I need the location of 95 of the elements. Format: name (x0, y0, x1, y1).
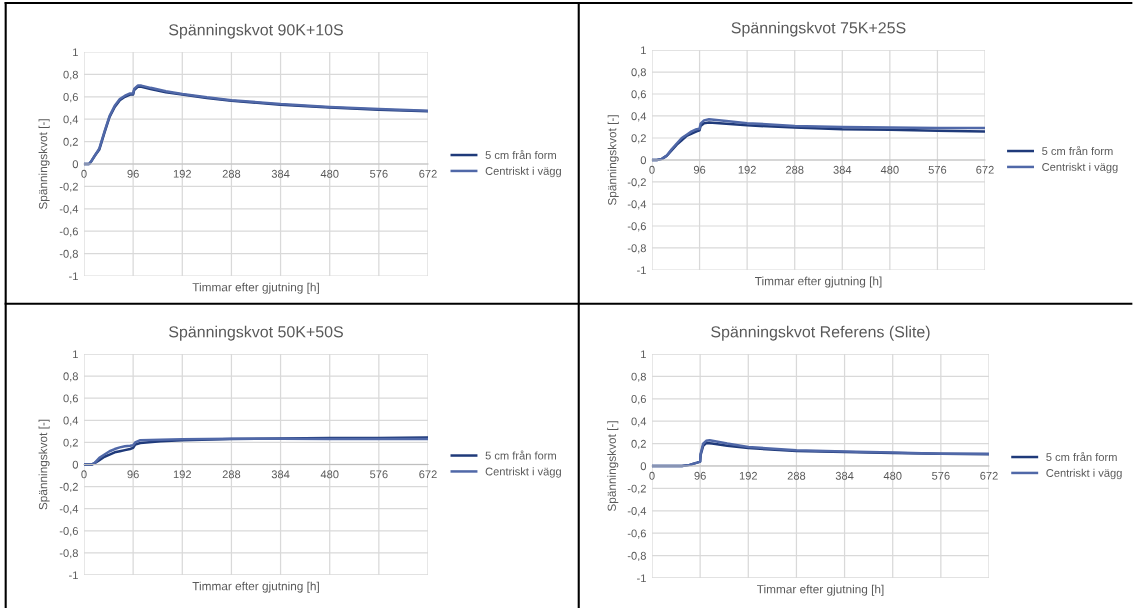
legend-label: Centriskt i vägg (485, 467, 561, 478)
y-tick-label: -1 (637, 266, 646, 275)
x-tick-label: 0 (649, 165, 655, 174)
y-tick-label: -0,8 (59, 549, 78, 559)
legend-label: 5 cm från form (1042, 145, 1113, 156)
x-tick-label: 96 (693, 165, 706, 174)
x-tick-label: 288 (786, 165, 804, 174)
legend-label: 5 cm från form (485, 450, 556, 460)
x-tick-label: 192 (173, 470, 191, 479)
x-tick-label: 96 (694, 471, 706, 480)
legend-label: 5 cm från form (1046, 451, 1117, 462)
y-tick-label: 1 (73, 48, 78, 57)
x-tick-label: 576 (370, 470, 388, 479)
x-tick-label: 192 (738, 165, 756, 174)
y-tick-label: -1 (637, 574, 646, 583)
x-tick-label: 96 (127, 470, 139, 479)
x-tick-label: 672 (419, 470, 437, 479)
x-tick-label: 576 (932, 471, 950, 480)
y-tick-label: 0 (640, 156, 647, 165)
y-tick-label: 0,6 (631, 395, 646, 405)
x-tick-label: 192 (173, 169, 191, 178)
x-tick-label: 0 (649, 471, 655, 480)
y-tick-label: 0,8 (63, 372, 78, 382)
x-tick-label: 480 (880, 165, 899, 174)
y-axis-title: Spänningskvot [-] (607, 421, 619, 512)
x-axis-title: Timmar efter gjutning [h] (757, 584, 884, 596)
chart-title: Spänningskvot 50K+50S (169, 325, 343, 341)
chart-title: Spänningskvot Referens (Slite) (711, 325, 930, 341)
y-tick-label: -0,4 (627, 507, 647, 517)
y-tick-label: 1 (73, 350, 78, 359)
chart-title: Spänningskvot 90K+10S (169, 23, 343, 39)
x-tick-label: 672 (976, 165, 994, 174)
y-tick-label: 0,8 (631, 372, 646, 382)
y-tick-label: -0,6 (627, 529, 646, 539)
x-tick-label: 288 (787, 471, 806, 480)
y-tick-label: -0,6 (59, 227, 78, 237)
x-tick-label: 0 (81, 470, 87, 479)
y-tick-label: 1 (641, 46, 646, 55)
y-tick-label: -1 (69, 272, 78, 281)
y-tick-label: 0,2 (63, 438, 78, 448)
y-tick-label: -0,8 (627, 551, 646, 562)
x-tick-label: 480 (320, 470, 339, 479)
y-tick-label: 1 (641, 350, 646, 359)
x-tick-label: 480 (320, 169, 339, 178)
y-axis-title: Spänningskvot [-] (38, 419, 50, 510)
x-tick-label: 576 (370, 169, 388, 178)
legend-label: 5 cm från form (485, 149, 556, 160)
y-tick-label: -0,2 (59, 182, 78, 192)
x-axis-title: Timmar efter gjutning [h] (192, 282, 319, 294)
x-tick-label: 0 (81, 169, 87, 178)
x-axis-title: Timmar efter gjutning [h] (755, 276, 882, 288)
y-tick-label: 0,2 (631, 134, 646, 144)
y-tick-label: -0,2 (627, 484, 646, 494)
y-tick-label: -0,2 (59, 482, 78, 493)
y-tick-label: -0,4 (59, 205, 79, 215)
x-axis-title: Timmar efter gjutning [h] (192, 581, 319, 593)
x-tick-label: 672 (419, 169, 437, 178)
x-tick-label: 384 (271, 169, 290, 178)
x-tick-label: 288 (222, 470, 241, 479)
y-tick-label: -0,6 (59, 527, 78, 537)
y-tick-label: 0,4 (631, 417, 647, 427)
y-tick-label: -0,4 (59, 504, 79, 515)
y-tick-label: -1 (69, 571, 78, 580)
y-tick-label: 0,6 (631, 90, 646, 100)
y-tick-label: 0 (640, 462, 647, 471)
y-tick-label: 0,6 (63, 93, 78, 103)
y-tick-label: 0,2 (631, 439, 646, 450)
y-tick-label: 0,2 (63, 137, 78, 148)
x-tick-label: 192 (739, 471, 757, 480)
y-tick-label: 0,4 (63, 416, 79, 426)
y-tick-label: -0,8 (59, 249, 78, 260)
y-tick-label: 0 (72, 460, 79, 469)
y-tick-label: -0,4 (627, 200, 647, 210)
y-tick-label: 0,4 (63, 115, 79, 125)
y-axis-title: Spänningskvot [-] (607, 115, 619, 206)
legend-label: Centriskt i vägg (1042, 162, 1118, 174)
x-tick-label: 384 (835, 471, 854, 480)
x-tick-label: 480 (883, 471, 902, 480)
legend-label: Centriskt i vägg (1046, 468, 1122, 480)
x-tick-label: 96 (127, 169, 139, 178)
y-tick-label: 0,6 (63, 394, 78, 404)
x-tick-label: 384 (833, 165, 852, 174)
x-tick-label: 576 (928, 165, 947, 174)
x-tick-label: 384 (271, 470, 290, 479)
y-tick-label: -0,6 (627, 222, 646, 232)
y-tick-label: 0,4 (631, 112, 647, 122)
x-tick-label: 672 (980, 471, 998, 480)
x-tick-label: 288 (222, 169, 241, 178)
y-tick-label: -0,8 (627, 244, 646, 254)
y-axis-title: Spänningskvot [-] (38, 119, 50, 210)
y-tick-label: 0,8 (63, 70, 78, 80)
legend-label: Centriskt i vägg (485, 166, 561, 178)
y-tick-label: 0,8 (631, 68, 646, 78)
y-tick-label: -0,2 (627, 178, 646, 188)
chart-title: Spänningskvot 75K+25S (731, 21, 906, 37)
